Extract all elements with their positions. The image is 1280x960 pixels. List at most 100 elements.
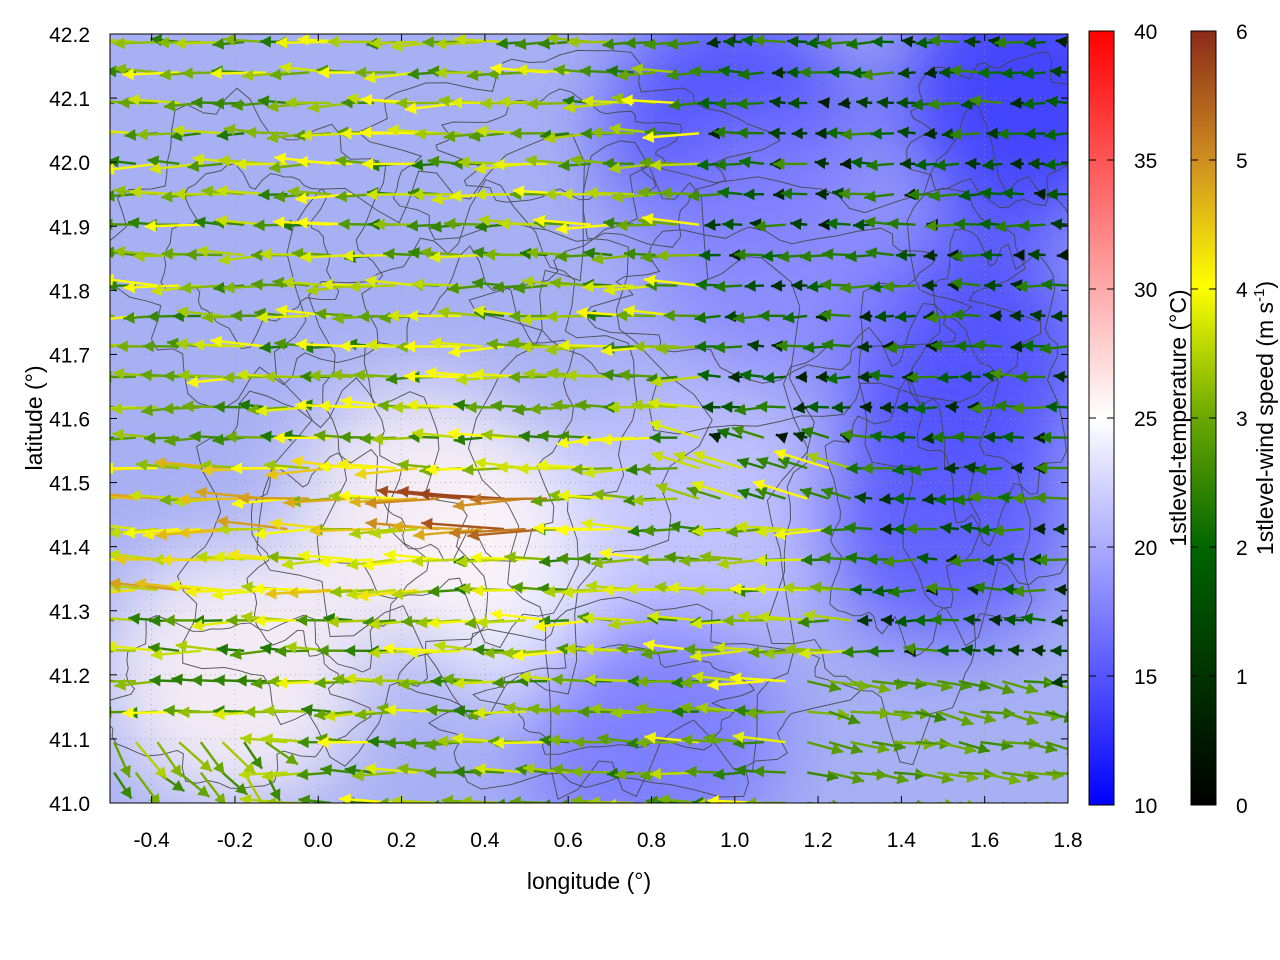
contour-line xyxy=(584,226,973,384)
wind-vector-head xyxy=(163,614,175,627)
wind-vector-head xyxy=(1011,492,1023,505)
wind-vector-head xyxy=(490,608,503,621)
wind-vector-head xyxy=(571,463,583,476)
wind-vector-head xyxy=(257,95,270,108)
wind-vector-head xyxy=(349,495,361,508)
wind-vector-head xyxy=(396,97,408,110)
wind-vector-head xyxy=(81,250,92,262)
wind-vector-head xyxy=(636,675,648,688)
wind-vector-head xyxy=(561,799,568,803)
wind-vector-head xyxy=(544,188,556,201)
wind-vector-head xyxy=(110,189,115,202)
wind-vector-head xyxy=(570,154,582,167)
wind-vector-head xyxy=(791,127,803,140)
wind-vector-head xyxy=(1045,400,1057,413)
wind-vector-head xyxy=(474,457,487,470)
wind-vector-head xyxy=(174,188,185,201)
wind-vector-head xyxy=(1010,97,1022,109)
wind-vector-head xyxy=(114,185,126,198)
wind-vector-head xyxy=(861,68,873,81)
wind-vector-head xyxy=(997,127,1009,140)
wind-vector-head xyxy=(473,305,485,317)
wind-vector-head xyxy=(853,219,865,231)
wind-vector-head xyxy=(522,275,534,288)
wind-vector-shaft xyxy=(342,801,353,803)
wind-vector-head xyxy=(231,497,244,509)
wind-vector-head xyxy=(119,764,131,778)
wind-vector-head xyxy=(755,486,768,499)
wind-vector-head xyxy=(262,769,274,782)
wind-vector-head xyxy=(391,401,403,414)
wind-vector-head xyxy=(201,185,214,198)
wind-vector-head xyxy=(949,555,962,568)
wind-vector-head xyxy=(773,188,785,201)
wind-vector-head xyxy=(260,642,272,655)
wind-vector-head xyxy=(384,549,396,562)
wind-vector-shaft xyxy=(179,802,182,803)
wind-vector-head xyxy=(1046,95,1058,108)
wind-vector-head xyxy=(815,188,827,201)
wind-vector-head xyxy=(406,646,418,659)
wind-vector-head xyxy=(754,220,766,233)
wind-vector-head xyxy=(335,155,347,167)
wind-vector-head xyxy=(256,311,268,324)
wind-vector-head xyxy=(876,96,889,109)
wind-vector-head xyxy=(738,610,750,623)
wind-vector-head xyxy=(94,676,105,688)
wind-vector-head xyxy=(546,34,559,45)
wind-vector-head xyxy=(128,612,140,625)
wind-vector-shaft xyxy=(110,38,136,44)
wind-vector-head xyxy=(544,131,556,144)
wind-vector-head xyxy=(149,162,161,175)
wind-vector-head xyxy=(149,674,161,687)
wind-vector-head xyxy=(774,448,787,461)
wind-vector-head xyxy=(516,64,528,76)
wind-vector-head xyxy=(264,796,276,803)
wind-vector-head xyxy=(1011,462,1023,475)
wind-vector-shaft xyxy=(365,497,440,505)
wind-vector-head xyxy=(283,496,295,509)
wind-vector-head xyxy=(756,456,769,469)
wind-vector-head xyxy=(360,93,373,106)
wind-vector-head xyxy=(632,494,644,507)
wind-vector-head xyxy=(840,157,852,170)
wind-vector-head xyxy=(335,190,347,203)
wind-vector-head xyxy=(212,37,225,50)
wind-vector-head xyxy=(468,130,481,142)
wind-vector-head xyxy=(640,769,652,782)
wind-vector-head xyxy=(451,157,463,170)
wind-vector-head xyxy=(618,369,630,382)
wind-vector-head xyxy=(192,153,205,166)
wind-vector-head xyxy=(786,66,798,79)
wind-vector-head xyxy=(148,642,160,655)
wind-vector-head xyxy=(545,343,557,356)
wind-vector-head xyxy=(639,156,651,169)
wind-vector-head xyxy=(191,674,203,687)
wind-vector-head xyxy=(585,580,598,593)
wind-vector-head xyxy=(62,583,73,595)
wind-vector-head xyxy=(364,762,377,775)
wind-vector-head xyxy=(839,281,852,294)
wind-vector-head xyxy=(941,772,954,784)
wind-vector-head xyxy=(161,190,173,203)
wind-vector-head xyxy=(215,185,228,198)
wind-vector-head xyxy=(979,218,991,231)
wind-vector-head xyxy=(624,37,636,49)
wind-vector-head xyxy=(189,430,201,443)
wind-vector-head xyxy=(851,772,864,785)
wind-vector-head xyxy=(435,37,447,50)
wind-vector-head xyxy=(870,430,882,443)
wind-vector-head xyxy=(174,37,186,50)
wind-vector-head xyxy=(878,682,891,694)
wind-vector-head xyxy=(664,551,676,564)
wind-vector-head xyxy=(537,430,549,442)
wind-vector-head xyxy=(837,708,850,721)
wind-vector-shaft xyxy=(265,802,268,803)
wind-vector-head xyxy=(287,185,300,198)
wind-vector-head xyxy=(453,765,465,778)
wind-vector-head xyxy=(969,94,981,107)
wind-vector-head xyxy=(1049,65,1062,78)
wind-vector-head xyxy=(880,401,892,414)
wind-vector-head xyxy=(845,250,857,263)
y-tick-label: 42.1 xyxy=(49,88,90,111)
